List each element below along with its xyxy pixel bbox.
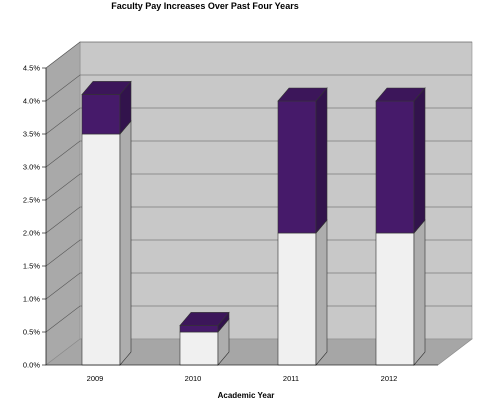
bar-segment-top <box>81 81 132 95</box>
gridline <box>45 206 472 234</box>
bar-segment-front <box>179 325 219 333</box>
gridline <box>45 140 472 168</box>
gridline <box>45 173 472 201</box>
chart-walls <box>45 41 473 366</box>
y-tick-label: 1.0% <box>23 295 40 304</box>
gridline <box>45 305 472 333</box>
x-axis-title: Academic Year <box>218 391 275 400</box>
gridline <box>45 239 472 267</box>
bar-segment-side <box>413 87 426 234</box>
x-tick-label: 2012 <box>381 374 398 383</box>
bar-segment-front <box>277 100 317 234</box>
y-tick-label: 0.5% <box>23 328 40 337</box>
bar-2010 <box>179 311 230 366</box>
x-tick-label: 2010 <box>185 374 202 383</box>
x-axis-ticks: 2009 2010 2011 2012 <box>87 374 398 383</box>
bar-2011 <box>277 87 328 366</box>
x-tick-label: 2011 <box>283 374 299 383</box>
bar-segment-side <box>413 219 426 366</box>
y-axis-ticks: 0.0% 0.5% 1.0% 1.5% 2.0% 2.5% 3.0% 3.5% 4.0% 4.5% <box>23 64 438 370</box>
bar-segment-front <box>81 94 121 135</box>
y-tick-label: 4.0% <box>23 97 40 106</box>
bars <box>81 80 426 366</box>
bar-segment-front <box>81 133 121 366</box>
bar-segment-top <box>375 87 426 102</box>
y-tick-label: 3.0% <box>23 163 40 172</box>
side-wall <box>45 41 81 366</box>
bar-segment-front <box>375 100 415 234</box>
bar-segment-front <box>277 232 317 366</box>
bar-segment-top <box>179 312 230 326</box>
bar-segment-side <box>119 120 132 366</box>
bar-2009 <box>81 80 132 366</box>
y-tick-label: 4.5% <box>23 64 40 73</box>
bar-segment-front <box>179 331 219 366</box>
gridline <box>45 272 472 300</box>
gridline <box>45 107 472 135</box>
bar-2012 <box>375 87 426 366</box>
y-tick-label: 2.0% <box>23 229 40 238</box>
y-tick-label: 2.5% <box>23 196 40 205</box>
y-tick-label: 0.0% <box>23 361 40 370</box>
gridlines <box>45 41 472 333</box>
bar-segment-front <box>375 232 415 366</box>
gridline <box>45 41 472 69</box>
y-tick-label: 3.5% <box>23 130 40 139</box>
gridline <box>45 74 472 102</box>
bar-segment-top <box>277 87 328 102</box>
bar-segment-side <box>315 219 328 366</box>
chart-title: Faculty Pay Increases Over Past Four Yea… <box>111 1 298 11</box>
y-tick-label: 1.5% <box>23 262 40 271</box>
x-tick-label: 2009 <box>87 374 104 383</box>
bar-segment-side <box>315 87 328 234</box>
